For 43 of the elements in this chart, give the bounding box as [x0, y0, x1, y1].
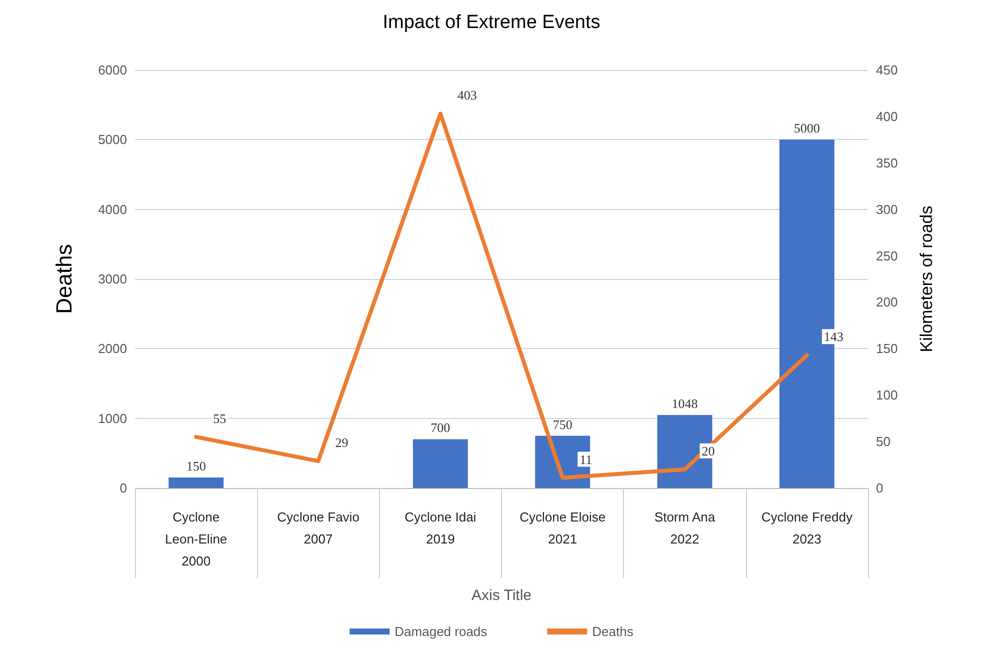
data-label: 143 [824, 329, 844, 344]
data-label: 1048 [672, 396, 698, 411]
y2-tick-label: 50 [876, 434, 890, 450]
x-tick-label: Storm Ana 2022 [654, 510, 716, 546]
chart-title: Impact of Extreme Events [382, 12, 600, 33]
y2-tick-label: 350 [876, 155, 898, 170]
data-label: 20 [702, 443, 715, 458]
bar [657, 414, 712, 488]
x-tick-label: Cyclone Idai 2019 [404, 510, 476, 546]
bar [412, 439, 468, 488]
x-tick-label: Cyclone Eloise 2021 [520, 510, 606, 546]
y2-axis-title: Kilometers of roads [917, 206, 936, 352]
y-tick-label: 6000 [98, 62, 127, 78]
y-axis-title: Deaths [52, 244, 76, 314]
x-axis-title: Axis Title [471, 587, 532, 604]
data-label: 5000 [794, 120, 820, 136]
x-tick-label: Cyclone Leon-Eline 2000 [165, 510, 228, 568]
y2-tick-label: 300 [876, 202, 898, 217]
y2-tick-label: 200 [876, 294, 898, 310]
y-tick-label: 0 [120, 480, 127, 496]
data-label: 403 [457, 88, 477, 103]
data-label: 700 [430, 420, 450, 436]
legend-label: Deaths [592, 624, 634, 639]
y-tick-label: 2000 [98, 341, 127, 356]
y2-tick-label: 100 [876, 388, 898, 403]
y2-tick-label: 400 [876, 108, 898, 124]
y2-tick-label: 250 [876, 248, 898, 264]
data-label: 750 [552, 416, 572, 432]
data-label: 29 [335, 435, 348, 450]
legend-label: Damaged roads [394, 624, 488, 639]
y-tick-label: 5000 [98, 132, 127, 148]
y2-tick-label: 150 [876, 341, 898, 356]
data-label: 11 [580, 452, 592, 467]
x-tick-label: Cyclone Freddy 2023 [761, 510, 853, 546]
bar [168, 478, 224, 488]
x-tick-label: Cyclone Favio 2007 [277, 510, 360, 546]
y-tick-label: 4000 [98, 202, 127, 217]
y-tick-label: 3000 [98, 272, 127, 286]
y-tick-label: 1000 [98, 410, 127, 426]
data-label: 55 [213, 410, 226, 426]
data-label: 150 [186, 458, 206, 474]
y2-tick-label: 0 [876, 480, 884, 496]
y2-tick-label: 450 [876, 62, 898, 78]
